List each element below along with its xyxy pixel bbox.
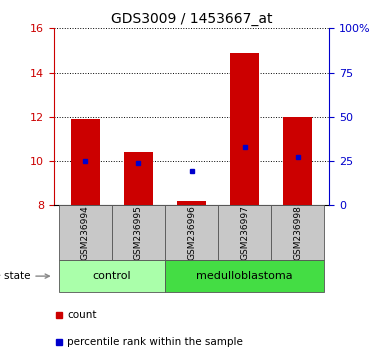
- Text: GSM236998: GSM236998: [293, 205, 302, 260]
- Bar: [71, 119, 100, 205]
- Bar: [59, 260, 165, 292]
- Bar: [165, 205, 218, 260]
- Bar: [230, 53, 259, 205]
- Text: medulloblastoma: medulloblastoma: [196, 271, 293, 281]
- Text: count: count: [67, 310, 97, 320]
- Bar: [112, 205, 165, 260]
- Bar: [59, 205, 112, 260]
- Title: GDS3009 / 1453667_at: GDS3009 / 1453667_at: [111, 12, 272, 26]
- Bar: [218, 205, 271, 260]
- Text: percentile rank within the sample: percentile rank within the sample: [67, 337, 243, 347]
- Text: GSM236996: GSM236996: [187, 205, 196, 260]
- Text: GSM236995: GSM236995: [134, 205, 143, 260]
- Bar: [165, 260, 324, 292]
- Bar: [271, 205, 324, 260]
- Text: GSM236997: GSM236997: [240, 205, 249, 260]
- Text: GSM236994: GSM236994: [81, 205, 90, 260]
- Bar: [177, 201, 206, 205]
- Bar: [124, 152, 153, 205]
- Text: disease state: disease state: [0, 271, 49, 281]
- Bar: [283, 117, 312, 205]
- Text: control: control: [93, 271, 131, 281]
